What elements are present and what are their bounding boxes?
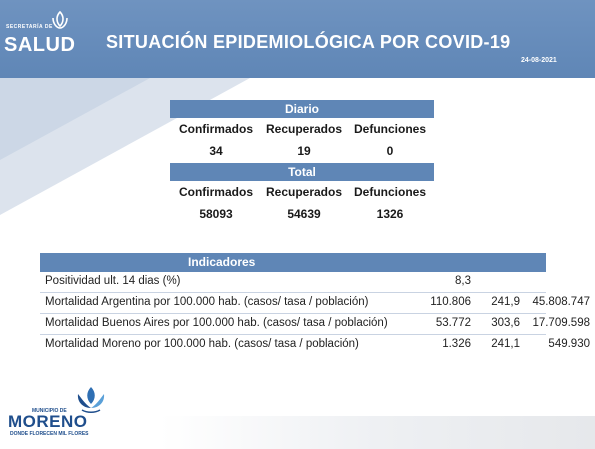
report-date: 24-08-2021 [521, 57, 557, 64]
moreno-tagline: DONDE FLORECEN MIL FLORES [10, 431, 89, 437]
indicator-label: Mortalidad Argentina por 100.000 hab. (c… [45, 296, 369, 308]
indicator-poblacion: 549.930 [548, 338, 590, 350]
total-col-confirmados: Confirmados [178, 185, 253, 199]
diario-header: Diario [170, 100, 434, 118]
salud-logo: SECRETARÍA DE SALUD [4, 10, 75, 56]
indicadores-header: Indicadores [40, 253, 546, 272]
indicator-tasa: 241,1 [491, 338, 520, 350]
total-col-recuperados: Recuperados [265, 185, 343, 199]
diario-col-defunciones: Defunciones [353, 122, 426, 136]
total-values: 58093 54639 1326 [170, 203, 434, 226]
total-val-recuperados: 54639 [287, 207, 321, 221]
moreno-logo: MUNICIPIO DE MORENO DONDE FLORECEN MIL F… [8, 386, 108, 442]
diario-columns: Confirmados Recuperados Defunciones [170, 118, 434, 140]
diario-val-recuperados: 19 [297, 144, 311, 158]
footer-band [160, 416, 595, 449]
indicator-tasa: 241,9 [491, 296, 520, 308]
indicator-casos: 110.806 [430, 296, 471, 308]
indicadores-title: Indicadores [188, 255, 256, 269]
indicator-tasa: 303,6 [491, 317, 520, 329]
salud-logo-small: SECRETARÍA DE [6, 24, 53, 30]
indicator-poblacion: 17.709.598 [532, 317, 590, 329]
salud-logo-word: SALUD [4, 34, 76, 56]
indicator-poblacion: 45.808.747 [532, 296, 590, 308]
row-divider [40, 313, 546, 314]
moreno-municipio-label: MUNICIPIO DE [32, 408, 67, 414]
moreno-flower-icon [77, 387, 105, 413]
diario-col-recuperados: Recuperados [265, 122, 343, 136]
diario-col-confirmados: Confirmados [178, 122, 253, 136]
total-col-defunciones: Defunciones [353, 185, 426, 199]
diario-val-defunciones: 0 [386, 144, 394, 158]
row-divider [40, 292, 546, 293]
diario-val-confirmados: 34 [209, 144, 223, 158]
moreno-name: MORENO [8, 412, 88, 431]
indicator-row-argentina: Mortalidad Argentina por 100.000 hab. (c… [45, 294, 590, 314]
indicator-label: Mortalidad Moreno por 100.000 hab. (caso… [45, 338, 359, 350]
page-title: SITUACIÓN EPIDEMIOLÓGICA POR COVID-19 [106, 32, 511, 52]
total-val-confirmados: 58093 [199, 207, 233, 221]
header-banner [0, 0, 595, 78]
diario-values: 34 19 0 [170, 140, 434, 163]
indicator-casos: 53.772 [435, 317, 471, 329]
indicator-value: 8,3 [455, 275, 471, 287]
indicator-row-buenos-aires: Mortalidad Buenos Aires por 100.000 hab.… [45, 315, 590, 335]
salud-flower-icon [52, 10, 68, 29]
total-val-defunciones: 1326 [376, 207, 404, 221]
row-divider [40, 334, 546, 335]
total-header: Total [170, 163, 434, 181]
indicator-label: Mortalidad Buenos Aires por 100.000 hab.… [45, 317, 388, 329]
indicator-row-positividad: Positividad ult. 14 dias (%) 8,3 [45, 273, 555, 293]
indicator-label: Positividad ult. 14 dias (%) [45, 275, 181, 287]
total-columns: Confirmados Recuperados Defunciones [170, 181, 434, 203]
indicator-row-moreno: Mortalidad Moreno por 100.000 hab. (caso… [45, 336, 590, 356]
indicator-casos: 1.326 [442, 338, 471, 350]
summary-table: Diario Confirmados Recuperados Defuncion… [170, 100, 434, 226]
